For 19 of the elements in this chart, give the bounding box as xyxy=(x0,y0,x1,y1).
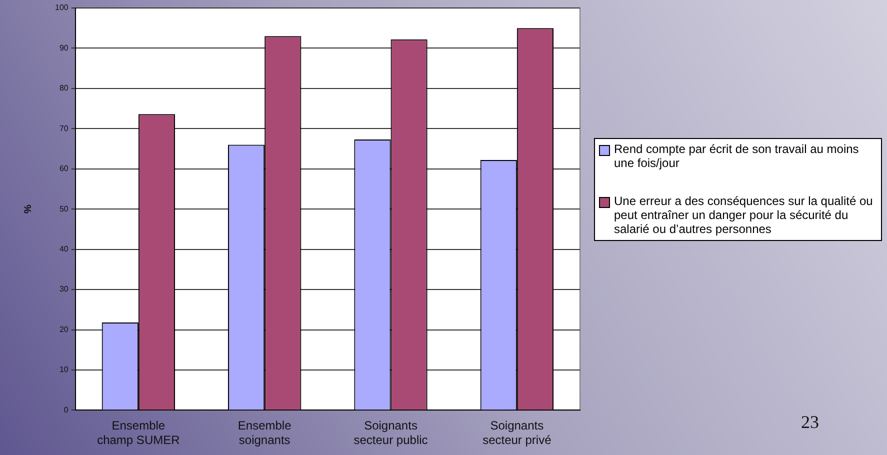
y-tick-label: 10 xyxy=(59,365,69,374)
y-tick-label: 90 xyxy=(59,43,69,52)
x-tick-label: Ensemble soignants xyxy=(238,418,292,448)
y-tick-label: 50 xyxy=(59,204,69,214)
legend-label: Rend compte par écrit de son travail au moins une fois/jour xyxy=(614,142,860,170)
y-tick-label: 20 xyxy=(59,324,69,334)
x-tick-label: Soignants secteur privé xyxy=(482,418,552,448)
y-axis-title: % xyxy=(22,204,34,214)
legend-label: Une erreur a des conséquences sur la qualité ou peut entraîner un danger pour la sécurité du salarié ou d’autres personnes xyxy=(614,194,874,236)
y-tick-label: 80 xyxy=(59,84,69,93)
y-tick-label: 70 xyxy=(59,124,69,133)
y-tick-label: 40 xyxy=(59,244,69,254)
text: 23 xyxy=(800,412,820,433)
y-tick-label: 60 xyxy=(59,164,69,174)
y-tick-label: 0 xyxy=(64,405,69,414)
x-tick-label: Soignants secteur public xyxy=(354,418,428,448)
x-tick-label: Ensemble champ SUMER xyxy=(97,418,180,448)
y-tick-label: 100 xyxy=(54,3,69,12)
y-tick-label: 30 xyxy=(59,284,69,294)
